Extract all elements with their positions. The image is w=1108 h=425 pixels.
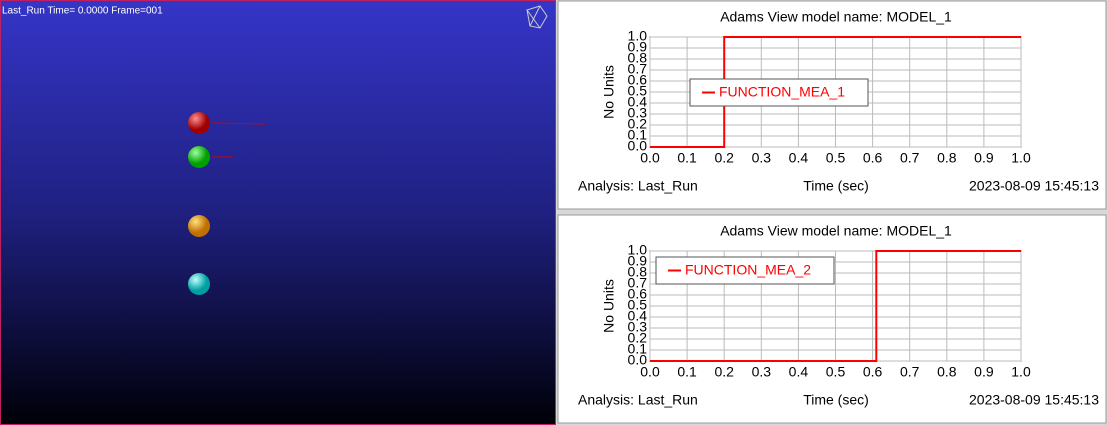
y-tick-label: 0.2 xyxy=(628,116,648,132)
x-tick-label: 0.9 xyxy=(974,150,994,166)
y-tick-label: 0.6 xyxy=(628,286,648,302)
x-tick-label: 1.0 xyxy=(1011,364,1031,380)
view-cube-icon xyxy=(526,5,548,29)
footer-left: Analysis: Last_Run xyxy=(578,392,698,408)
green-sphere xyxy=(188,146,210,168)
x-tick-label: 0.0 xyxy=(640,150,660,166)
y-tick-label: 1.0 xyxy=(628,28,648,44)
x-tick-label: 0.7 xyxy=(900,364,920,380)
chart-title: Adams View model name: MODEL_1 xyxy=(720,9,952,25)
y-tick-label: 0.7 xyxy=(628,275,648,291)
x-tick-label: 0.2 xyxy=(714,150,734,166)
viewport-status: Last_Run Time= 0.0000 Frame=001 xyxy=(2,6,163,17)
y-tick-label: 1.0 xyxy=(628,242,648,258)
x-tick-label: 0.9 xyxy=(974,364,994,380)
orange-sphere xyxy=(188,215,210,237)
viewport-bg xyxy=(0,0,557,425)
red-arrow xyxy=(211,122,266,125)
x-axis-label: Time (sec) xyxy=(803,178,869,194)
y-tick-label: 0.8 xyxy=(628,50,648,66)
x-axis-label: Time (sec) xyxy=(803,392,869,408)
x-tick-label: 0.1 xyxy=(677,150,697,166)
y-tick-label: 0.0 xyxy=(628,138,648,154)
y-tick-label: 0.9 xyxy=(628,253,648,269)
cyan-sphere xyxy=(188,273,210,295)
y-axis-label: No Units xyxy=(601,65,617,119)
x-tick-label: 1.0 xyxy=(1011,150,1031,166)
y-tick-label: 0.3 xyxy=(628,319,648,335)
x-tick-label: 0.5 xyxy=(826,150,846,166)
chart-title: Adams View model name: MODEL_1 xyxy=(720,223,952,239)
y-tick-label: 0.3 xyxy=(628,105,648,121)
y-tick-label: 0.8 xyxy=(628,264,648,280)
y-tick-label: 0.1 xyxy=(628,341,648,357)
legend-label: FUNCTION_MEA_1 xyxy=(719,84,845,100)
x-tick-label: 0.3 xyxy=(752,150,772,166)
y-tick-label: 0.5 xyxy=(628,297,648,313)
x-tick-label: 0.2 xyxy=(714,364,734,380)
y-tick-label: 0.4 xyxy=(628,308,648,324)
x-tick-label: 0.0 xyxy=(640,364,660,380)
x-tick-label: 0.6 xyxy=(863,150,883,166)
y-tick-label: 0.9 xyxy=(628,39,648,55)
footer-left: Analysis: Last_Run xyxy=(578,178,698,194)
x-tick-label: 0.8 xyxy=(937,364,957,380)
footer-right: 2023-08-09 15:45:13 xyxy=(969,178,1099,194)
red-sphere xyxy=(188,112,210,134)
y-tick-label: 0.2 xyxy=(628,330,648,346)
y-tick-label: 0.0 xyxy=(628,352,648,368)
legend-label: FUNCTION_MEA_2 xyxy=(685,262,811,278)
y-tick-label: 0.5 xyxy=(628,83,648,99)
x-tick-label: 0.8 xyxy=(937,150,957,166)
x-tick-label: 0.4 xyxy=(789,150,809,166)
legend-box xyxy=(655,256,835,285)
x-tick-label: 0.1 xyxy=(677,364,697,380)
y-axis-label: No Units xyxy=(601,279,617,333)
x-tick-label: 0.7 xyxy=(900,150,920,166)
y-tick-label: 0.4 xyxy=(628,94,648,110)
legend-box xyxy=(689,78,869,107)
x-tick-label: 0.5 xyxy=(826,364,846,380)
y-tick-label: 0.6 xyxy=(628,72,648,88)
y-tick-label: 0.1 xyxy=(628,127,648,143)
x-tick-label: 0.3 xyxy=(752,364,772,380)
x-tick-label: 0.6 xyxy=(863,364,883,380)
data-line xyxy=(650,250,1021,362)
viewport: Last_Run Time= 0.0000 Frame=001 xyxy=(0,0,557,425)
y-tick-label: 0.7 xyxy=(628,61,648,77)
x-tick-label: 0.4 xyxy=(789,364,809,380)
footer-right: 2023-08-09 15:45:13 xyxy=(969,392,1099,408)
